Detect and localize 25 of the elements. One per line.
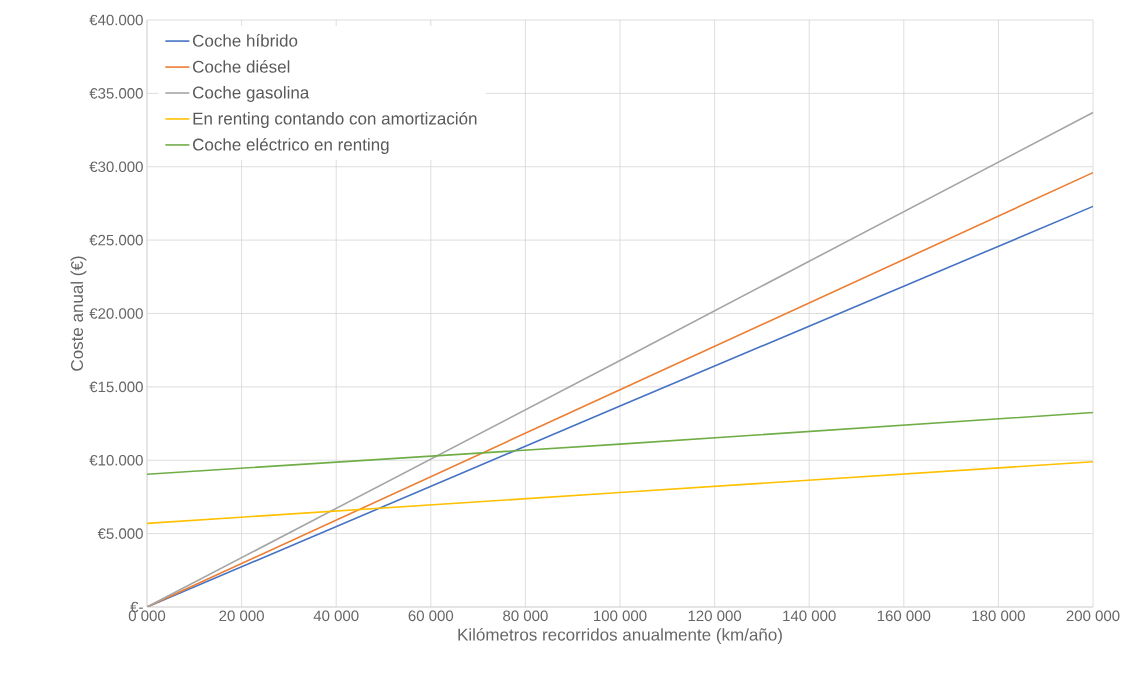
y-tick-label: €20.000 [89,308,143,319]
x-tick-label: 140 000 [783,610,836,622]
legend-label: Coche gasolina [193,86,310,102]
x-tick-label: 200 000 [1066,610,1120,622]
y-tick-label: €10.000 [89,454,143,466]
y-tick-label: €25.000 [89,234,143,246]
x-axis-title: Kilómetros recorridos anualmente (km/año) [458,628,782,645]
x-tick-label: 60 000 [408,610,454,622]
legend-label: Coche eléctrico en renting [193,137,389,154]
x-tick-label: 80 000 [503,610,548,622]
x-tick-label: 20 000 [219,610,264,622]
legend-label: Coche diésel [193,60,290,73]
legend-label: Coche híbrido [193,34,298,47]
x-tick-label: 40 000 [313,610,359,622]
y-tick-label: €30.000 [89,161,143,173]
y-tick-label: €40.000 [89,14,143,26]
y-tick-label: €15.000 [89,381,143,393]
x-tick-label: 100 000 [594,610,647,622]
x-tick-label: 180 000 [972,610,1025,622]
y-tick-label: €5.000 [97,528,143,539]
y-axis-title: Coste anual (€) [70,256,87,371]
x-tick-label: 160 000 [877,610,931,622]
y-tick-label: €35.000 [89,88,143,99]
x-tick-label: 120 000 [688,610,742,622]
legend-label: En renting contando con amortización [193,111,477,128]
